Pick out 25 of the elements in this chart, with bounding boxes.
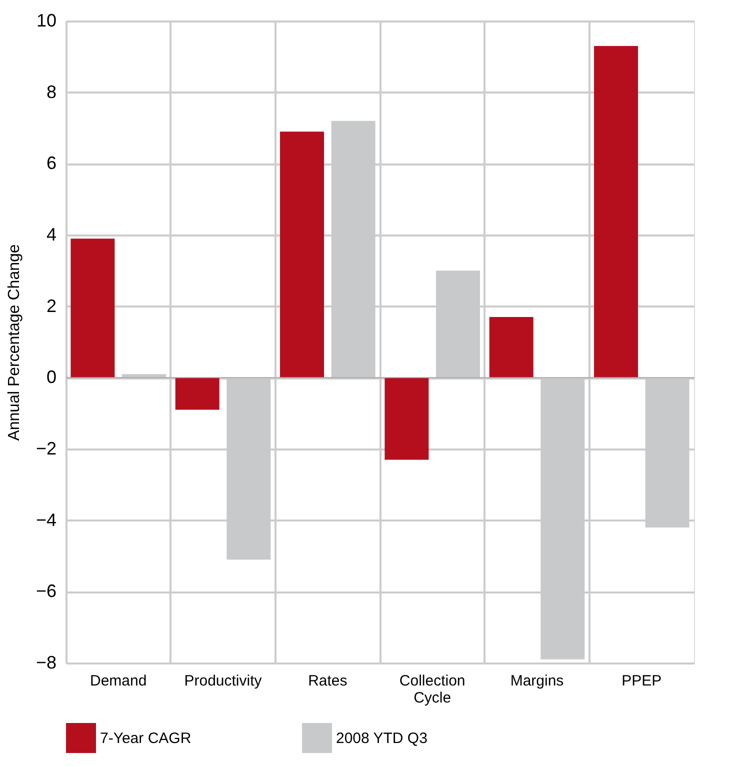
bar [175, 378, 220, 410]
bar [280, 132, 324, 378]
y-tick-label: 10 [36, 10, 56, 30]
y-tick-label: 6 [46, 153, 56, 174]
y-tick-label: 4 [46, 224, 56, 244]
x-tick-label: PPEP [622, 672, 662, 690]
y-tick-label: −4 [36, 510, 56, 530]
y-tick-label: −2 [36, 438, 56, 458]
bar [384, 378, 429, 460]
x-tick-label: Margins [510, 672, 564, 690]
x-tick-label: Rates [308, 672, 348, 690]
y-tick-label: 8 [46, 82, 56, 102]
x-tick-label: Collection Cycle [399, 672, 466, 706]
x-tick-label: Productivity [184, 672, 262, 690]
bar [489, 317, 534, 378]
y-tick-label: −6 [36, 581, 56, 602]
bar [70, 238, 115, 378]
x-tick-label: Demand [90, 672, 147, 690]
y-tick-label: 0 [46, 367, 56, 388]
legend-label: 7-Year CAGR [100, 730, 192, 747]
y-axis-title: Annual Percentage Change [6, 244, 23, 441]
y-tick-label: 2 [46, 296, 56, 316]
legend-label: 2008 YTD Q3 [336, 730, 428, 747]
bar [594, 46, 638, 378]
y-tick-label: −8 [36, 652, 56, 672]
